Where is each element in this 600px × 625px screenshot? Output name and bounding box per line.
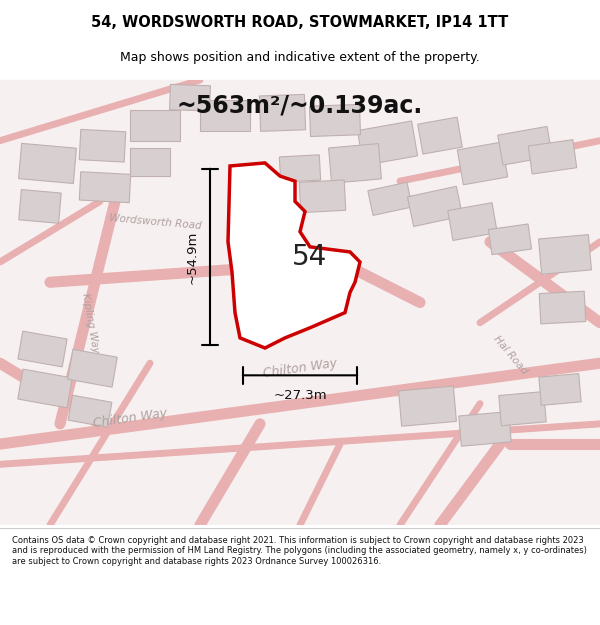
Text: Chilton Way: Chilton Way xyxy=(92,407,168,431)
Text: ~563m²/~0.139ac.: ~563m²/~0.139ac. xyxy=(177,93,423,118)
Text: 54, WORDSWORTH ROAD, STOWMARKET, IP14 1TT: 54, WORDSWORTH ROAD, STOWMARKET, IP14 1T… xyxy=(91,15,509,30)
Polygon shape xyxy=(228,163,360,348)
Bar xyxy=(368,182,412,216)
Text: Contains OS data © Crown copyright and database right 2021. This information is : Contains OS data © Crown copyright and d… xyxy=(12,536,587,566)
Text: 54: 54 xyxy=(292,243,328,271)
Bar xyxy=(19,189,61,223)
Bar xyxy=(259,94,305,131)
Bar xyxy=(457,142,508,185)
Text: Kipling Way: Kipling Way xyxy=(80,292,100,354)
Bar xyxy=(539,374,581,406)
Bar xyxy=(79,129,126,162)
Bar xyxy=(68,395,112,427)
Text: Wordsworth Road: Wordsworth Road xyxy=(109,213,202,231)
Bar xyxy=(528,139,577,174)
Bar xyxy=(407,186,463,226)
Bar xyxy=(130,148,170,176)
Text: ~27.3m: ~27.3m xyxy=(273,389,327,402)
Bar xyxy=(539,291,586,324)
Bar xyxy=(18,369,72,408)
Bar xyxy=(19,143,76,184)
Bar xyxy=(329,144,382,183)
Bar xyxy=(459,412,511,446)
Bar xyxy=(358,121,418,166)
Text: Chilton Way: Chilton Way xyxy=(262,357,338,380)
Bar xyxy=(398,386,457,426)
Bar xyxy=(79,172,131,202)
Bar xyxy=(18,331,67,367)
Bar xyxy=(498,126,552,165)
Bar xyxy=(310,104,361,136)
Bar xyxy=(68,349,117,387)
Bar xyxy=(170,84,211,111)
Bar xyxy=(130,111,180,141)
Bar xyxy=(418,117,463,154)
Bar xyxy=(488,224,532,254)
Bar xyxy=(448,202,497,241)
Text: Hal Road: Hal Road xyxy=(491,334,529,376)
Bar xyxy=(200,100,250,131)
Text: ~54.9m: ~54.9m xyxy=(185,230,199,284)
Bar xyxy=(280,155,320,182)
Bar xyxy=(499,392,546,426)
Bar xyxy=(299,180,346,213)
Text: Map shows position and indicative extent of the property.: Map shows position and indicative extent… xyxy=(120,51,480,64)
Bar xyxy=(539,234,592,274)
